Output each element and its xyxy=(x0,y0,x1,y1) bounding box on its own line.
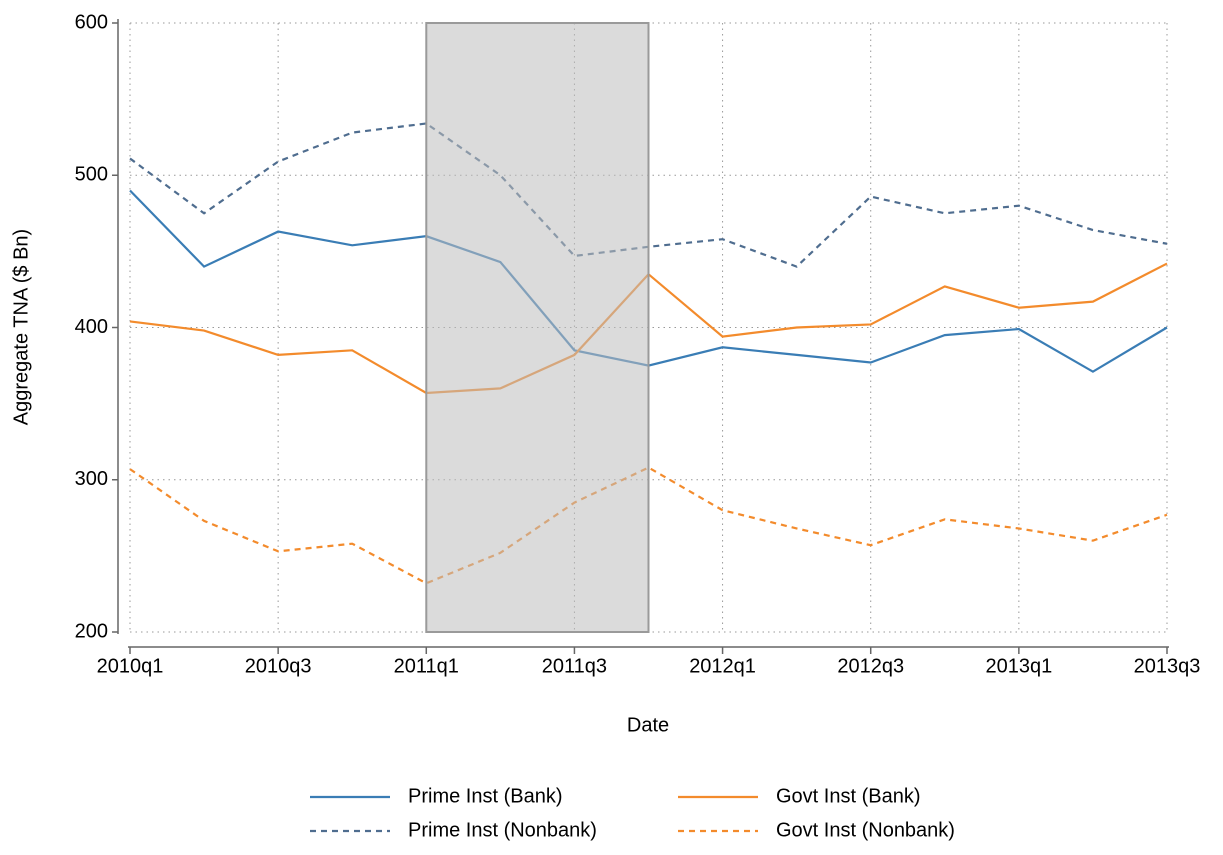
y-tick-label: 300 xyxy=(75,468,108,490)
x-tick-label: 2010q3 xyxy=(245,655,312,677)
x-tick-label: 2011q1 xyxy=(394,655,459,677)
x-tick-label: 2012q1 xyxy=(689,655,756,677)
series-line xyxy=(129,122,1168,268)
x-tick-label: 2013q3 xyxy=(1134,655,1201,677)
legend-label: Prime Inst (Nonbank) xyxy=(408,819,597,841)
legend-label: Govt Inst (Nonbank) xyxy=(776,819,955,841)
series-line xyxy=(129,466,1168,585)
y-tick-label: 200 xyxy=(75,620,108,642)
y-axis-title: Aggregate TNA ($ Bn) xyxy=(10,229,32,425)
legend-label: Govt Inst (Bank) xyxy=(776,785,921,807)
legend-label: Prime Inst (Bank) xyxy=(408,785,562,807)
y-tick-label: 600 xyxy=(75,11,108,33)
y-tick-label: 400 xyxy=(75,316,108,338)
y-tick-label: 500 xyxy=(75,164,108,186)
x-tick-label: 2011q3 xyxy=(542,655,607,677)
x-tick-label: 2010q1 xyxy=(97,655,164,677)
x-tick-label: 2012q3 xyxy=(837,655,904,677)
x-tick-label: 2013q1 xyxy=(985,655,1052,677)
shaded-period xyxy=(425,22,650,633)
x-axis-title: Date xyxy=(627,714,669,736)
